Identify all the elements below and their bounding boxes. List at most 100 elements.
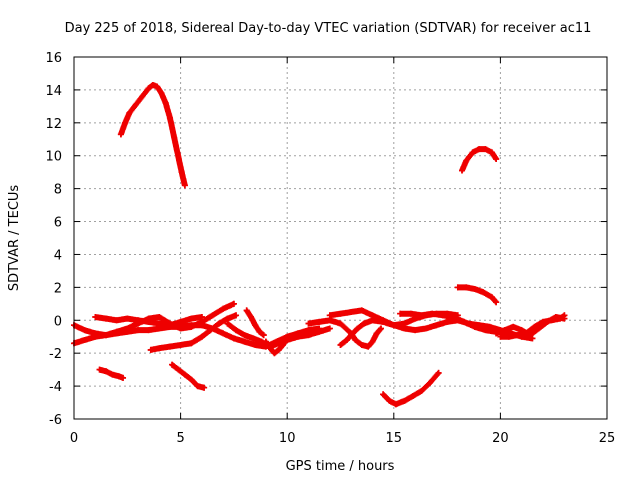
data-point bbox=[397, 310, 404, 317]
data-point bbox=[522, 330, 529, 337]
x-tick-label: 5 bbox=[176, 431, 184, 446]
plot-frame bbox=[73, 56, 608, 420]
data-point bbox=[279, 341, 286, 348]
data-point bbox=[348, 309, 355, 316]
data-point bbox=[124, 315, 131, 322]
data-point bbox=[493, 156, 500, 163]
data-point bbox=[418, 388, 425, 395]
track-low-right bbox=[380, 369, 442, 408]
y-tick-label: -2 bbox=[49, 347, 62, 362]
data-point bbox=[243, 307, 250, 314]
data-point bbox=[252, 322, 259, 329]
data-point bbox=[209, 312, 216, 319]
data-point bbox=[482, 146, 489, 153]
data-point bbox=[177, 318, 184, 325]
data-point bbox=[201, 384, 208, 391]
data-point bbox=[459, 167, 466, 174]
data-point bbox=[81, 337, 88, 344]
data-point bbox=[275, 346, 282, 353]
data-point bbox=[147, 346, 154, 353]
data-point bbox=[207, 327, 214, 334]
data-point bbox=[102, 332, 109, 339]
data-point bbox=[392, 401, 399, 408]
data-point bbox=[378, 325, 385, 332]
data-point bbox=[198, 322, 205, 329]
data-point bbox=[337, 341, 344, 348]
track-arc-high bbox=[117, 81, 188, 189]
data-point bbox=[369, 312, 376, 319]
track-mid-2 bbox=[305, 317, 385, 350]
data-point bbox=[439, 312, 446, 319]
axis-ticks: 0 5 10 15 20 25 -6 -4 -2 0 2 4 6 8 10 12 14 16 bbox=[45, 51, 615, 446]
data-point bbox=[158, 90, 165, 97]
data-point bbox=[429, 310, 436, 317]
data-point bbox=[476, 146, 483, 153]
data-point bbox=[198, 313, 205, 320]
data-point bbox=[488, 294, 495, 301]
data-point bbox=[435, 369, 442, 376]
data-point bbox=[156, 313, 163, 320]
data-point bbox=[102, 368, 109, 375]
data-point bbox=[241, 332, 248, 339]
data-point bbox=[401, 325, 408, 332]
data-point bbox=[145, 327, 152, 334]
data-point bbox=[156, 345, 163, 352]
data-point bbox=[267, 345, 274, 352]
data-point bbox=[252, 341, 259, 348]
data-marker-trail bbox=[96, 366, 126, 381]
data-point bbox=[122, 119, 129, 126]
data-point bbox=[175, 366, 182, 373]
data-point bbox=[326, 325, 333, 332]
data-point bbox=[407, 310, 414, 317]
data-point bbox=[480, 289, 487, 296]
track-dip-2 bbox=[262, 328, 312, 357]
data-point bbox=[471, 286, 478, 293]
data-point bbox=[433, 322, 440, 329]
data-point bbox=[337, 320, 344, 327]
data-point bbox=[224, 320, 231, 327]
data-point bbox=[469, 149, 476, 156]
data-point bbox=[220, 330, 227, 337]
data-point bbox=[117, 131, 124, 138]
data-point bbox=[386, 397, 393, 404]
x-tick-label: 25 bbox=[599, 431, 616, 446]
data-point bbox=[380, 317, 387, 324]
data-point bbox=[188, 322, 195, 329]
data-point bbox=[154, 83, 161, 90]
y-tick-label: -6 bbox=[49, 413, 62, 428]
data-point bbox=[540, 318, 547, 325]
data-point bbox=[139, 93, 146, 100]
data-point bbox=[188, 315, 195, 322]
data-point bbox=[493, 299, 500, 306]
data-point bbox=[369, 338, 376, 345]
data-point bbox=[401, 397, 408, 404]
data-point bbox=[463, 284, 470, 291]
data-point bbox=[181, 182, 188, 189]
grid-lines bbox=[74, 57, 607, 419]
data-point bbox=[418, 312, 425, 319]
data-point bbox=[230, 300, 237, 307]
data-point bbox=[352, 337, 359, 344]
chart-title: Day 225 of 2018, Sidereal Day-to-day VTE… bbox=[65, 21, 592, 36]
data-point bbox=[233, 327, 240, 334]
data-point bbox=[181, 371, 188, 378]
track-arc-right bbox=[459, 146, 500, 174]
y-tick-label: 4 bbox=[54, 248, 62, 263]
data-point bbox=[354, 325, 361, 332]
y-tick-label: 14 bbox=[45, 84, 62, 99]
data-point bbox=[162, 100, 169, 107]
data-point bbox=[488, 149, 495, 156]
track-dip bbox=[243, 307, 267, 339]
data-point bbox=[81, 327, 88, 334]
y-tick-label: 10 bbox=[45, 150, 62, 165]
track-low-left bbox=[96, 366, 127, 381]
data-point bbox=[412, 327, 419, 334]
data-point bbox=[262, 338, 269, 345]
data-point bbox=[260, 332, 267, 339]
data-point bbox=[175, 154, 182, 161]
data-point bbox=[92, 333, 99, 340]
data-point bbox=[284, 335, 291, 342]
track-low-mid bbox=[169, 361, 208, 391]
data-point bbox=[178, 169, 185, 176]
